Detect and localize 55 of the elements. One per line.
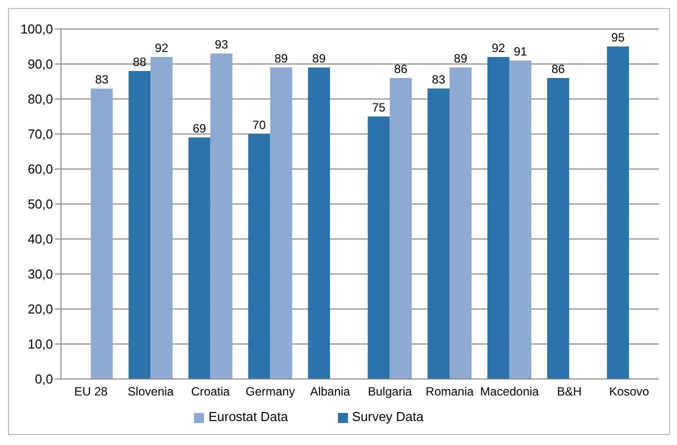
y-tick-label: 60,0: [28, 162, 53, 177]
bar: [428, 88, 450, 379]
bar: [248, 134, 270, 379]
bar: [509, 60, 532, 379]
data-label: 95: [611, 30, 625, 44]
y-tick-label: 30,0: [28, 266, 53, 282]
bar: [210, 54, 232, 379]
y-tick-label: 90,0: [28, 56, 53, 72]
bar: [368, 116, 390, 379]
x-tick-label: Albania: [310, 384, 350, 399]
y-tick-label: 80,0: [28, 92, 53, 107]
x-tick-label: B&H: [556, 384, 582, 399]
x-tick-label: Macedonia: [480, 384, 540, 399]
x-tick-label: Romania: [426, 384, 474, 399]
x-tick-label: Bulgaria: [368, 384, 412, 399]
bar: [606, 46, 629, 379]
bar: [150, 57, 173, 379]
y-tick-label: 40,0: [28, 232, 53, 247]
data-label: 89: [312, 52, 326, 66]
bar: [390, 78, 412, 379]
data-label: 91: [514, 44, 528, 58]
data-label: 86: [551, 62, 566, 76]
y-tick-label: 100,0: [20, 22, 53, 37]
x-tick-label: Slovenia: [128, 384, 174, 399]
data-label: 93: [214, 38, 228, 52]
data-label: 83: [95, 72, 109, 86]
data-label: 70: [252, 118, 266, 132]
bar: [128, 71, 151, 379]
data-label: 75: [372, 100, 386, 114]
bar: [188, 138, 210, 379]
legend-label: Survey Data: [352, 409, 424, 424]
bar: [308, 68, 330, 379]
data-label: 69: [192, 122, 206, 136]
legend-label: Eurostat Data: [208, 409, 288, 424]
data-label: 86: [394, 62, 408, 76]
y-tick-label: 0,0: [34, 372, 53, 387]
y-tick-label: 20,0: [28, 302, 53, 317]
x-tick-label: EU 28: [74, 384, 108, 399]
data-label: 83: [432, 72, 446, 86]
bar: [90, 88, 113, 379]
y-tick-label: 70,0: [28, 126, 53, 142]
bar: [547, 78, 570, 379]
data-label: 88: [132, 55, 147, 69]
x-tick-label: Kosovo: [609, 384, 650, 399]
data-label: 89: [274, 52, 288, 66]
x-tick-label: Croatia: [191, 384, 230, 399]
data-label: 92: [154, 41, 169, 55]
data-label: 89: [454, 52, 468, 66]
y-tick-label: 10,0: [28, 336, 53, 352]
bar: [270, 68, 292, 379]
bar: [487, 57, 510, 379]
bar: [450, 68, 472, 379]
x-tick-label: Germany: [246, 384, 295, 399]
y-tick-label: 50,0: [28, 196, 53, 212]
data-label: 92: [492, 41, 506, 55]
